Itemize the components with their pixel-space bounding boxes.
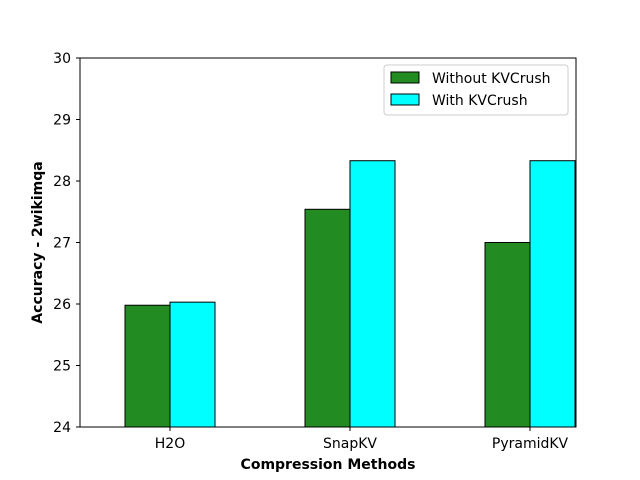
bar-h2o-with-kvcrush [169,301,216,428]
y-tick-label: 27 [53,236,71,252]
y-axis-ticks: 24 25 26 27 28 29 30 [53,51,80,436]
legend-swatch [390,93,420,106]
x-tick-label: H2O [155,436,185,452]
bar-snapkv-with-kvcrush [349,160,396,428]
legend-swatch [390,71,420,84]
legend-label: With KVCrush [432,93,528,109]
x-tick-label: SnapKV [323,436,377,452]
legend-label: Without KVCrush [432,71,551,87]
bar-pyramidkv-without-kvcrush [484,242,531,428]
bars-group [124,160,576,428]
x-axis-ticks: H2O SnapKV PyramidKV [155,427,569,452]
y-tick-label: 24 [53,420,71,436]
y-axis-title: Accuracy - 2wikimqa [30,161,46,323]
legend: Without KVCrush With KVCrush [383,64,569,116]
x-axis-title: Compression Methods [241,457,416,473]
y-tick-label: 25 [53,359,71,375]
y-tick-label: 30 [53,51,71,67]
x-tick-label: PyramidKV [492,436,569,452]
y-tick-label: 26 [53,297,71,313]
bar-pyramidkv-with-kvcrush [529,160,576,428]
y-tick-label: 29 [53,113,71,129]
bar-snapkv-without-kvcrush [304,208,351,428]
bar-h2o-without-kvcrush [124,304,171,428]
legend-box [383,64,569,116]
y-tick-label: 28 [53,174,71,190]
